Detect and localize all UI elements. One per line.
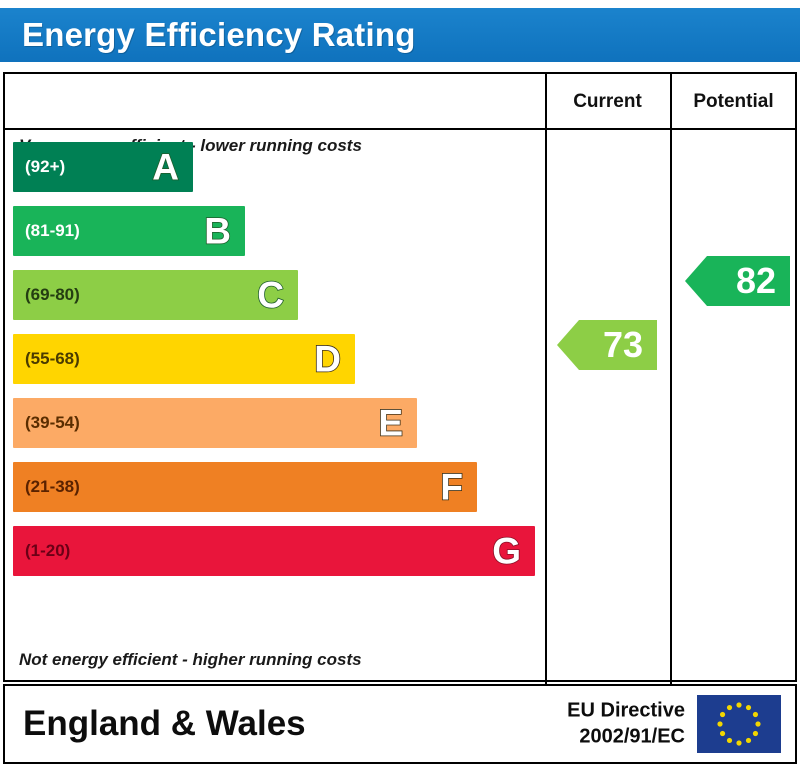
- rating-marker-current: 73: [557, 320, 657, 370]
- body-divider-current: [545, 130, 547, 684]
- rating-value-current: 73: [602, 324, 643, 365]
- directive-line-1: EU Directive: [567, 699, 685, 722]
- band-g: (1-20) G: [13, 526, 535, 576]
- band-f: (21-38) F: [13, 462, 477, 512]
- band-letter-b: B: [203, 210, 231, 252]
- band-letter-f: F: [440, 466, 464, 508]
- caption-inefficient: Not energy efficient - higher running co…: [19, 650, 362, 669]
- band-letter-d: D: [313, 338, 341, 380]
- band-c: (69-80) C: [13, 270, 298, 320]
- body-divider-potential: [670, 130, 672, 684]
- band-letter-a: A: [151, 146, 179, 188]
- directive-line-2: 2002/91/EC: [579, 725, 685, 747]
- rating-value-potential: 82: [735, 260, 776, 301]
- band-e: (39-54) E: [13, 398, 417, 448]
- band-letter-c: C: [256, 274, 284, 316]
- band-range-g: (1-20): [25, 541, 71, 560]
- band-range-a: (92+): [25, 157, 66, 176]
- title-banner: Energy Efficiency Rating: [0, 8, 800, 62]
- rating-marker-potential: 82: [685, 256, 790, 306]
- footer-region-label: England & Wales: [23, 704, 306, 743]
- band-range-f: (21-38): [25, 477, 80, 496]
- band-d: (55-68) D: [13, 334, 355, 384]
- band-range-d: (55-68): [25, 349, 80, 368]
- eu-flag-icon: [697, 695, 781, 753]
- certificate-footer: England & Wales EU Directive 2002/91/EC: [3, 684, 797, 764]
- column-divider-potential: [670, 74, 672, 128]
- header-potential: Potential: [693, 91, 774, 112]
- band-range-b: (81-91): [25, 221, 80, 240]
- band-chart: Very energy efficient - lower running co…: [5, 130, 545, 680]
- band-b: (81-91) B: [13, 206, 245, 256]
- table-header-row: Current Potential: [5, 74, 795, 130]
- band-letter-e: E: [378, 402, 404, 444]
- column-divider-current: [545, 74, 547, 128]
- header-current: Current: [573, 91, 642, 112]
- band-a: (92+) A: [13, 142, 193, 192]
- band-letter-g: G: [491, 530, 521, 572]
- band-range-e: (39-54): [25, 413, 80, 432]
- page-title: Energy Efficiency Rating: [22, 16, 416, 53]
- band-range-c: (69-80): [25, 285, 80, 304]
- footer-directive: EU Directive 2002/91/EC: [525, 698, 685, 749]
- rating-table: Current Potential Very energy efficient …: [3, 72, 797, 684]
